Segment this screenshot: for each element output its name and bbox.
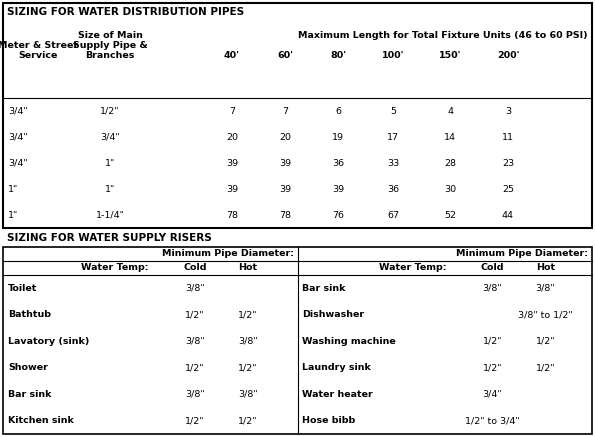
Text: 3/4": 3/4" (8, 107, 27, 115)
Text: 44: 44 (502, 211, 514, 219)
Text: 200': 200' (497, 51, 519, 59)
Text: 19: 19 (332, 132, 344, 142)
Text: 3/4": 3/4" (100, 132, 120, 142)
Text: Hot: Hot (536, 264, 555, 273)
Text: 1/2": 1/2" (238, 416, 258, 425)
Text: 1/2": 1/2" (185, 310, 205, 319)
Text: Water Temp:: Water Temp: (82, 264, 149, 273)
Text: 1": 1" (105, 159, 115, 167)
Text: 39: 39 (226, 184, 238, 194)
Text: 67: 67 (387, 211, 399, 219)
Bar (3, 3, 592, 228)
Text: 30: 30 (444, 184, 456, 194)
Text: Minimum Pipe Diameter:: Minimum Pipe Diameter: (456, 250, 588, 259)
Text: 40': 40' (224, 51, 240, 59)
Text: 3/4": 3/4" (8, 132, 27, 142)
Text: 1/2" to 3/4": 1/2" to 3/4" (465, 416, 520, 425)
Text: 39: 39 (332, 184, 344, 194)
Text: 1/2": 1/2" (185, 416, 205, 425)
Text: 7: 7 (229, 107, 235, 115)
Text: 60': 60' (277, 51, 293, 59)
Text: 1/2": 1/2" (536, 337, 555, 346)
Text: Branches: Branches (85, 51, 134, 59)
Text: Size of Main: Size of Main (77, 31, 142, 39)
Text: 36: 36 (387, 184, 399, 194)
Text: 3/8" to 1/2": 3/8" to 1/2" (518, 310, 573, 319)
Text: Bar sink: Bar sink (8, 390, 52, 399)
Text: 52: 52 (444, 211, 456, 219)
Text: 100': 100' (382, 51, 404, 59)
Text: 39: 39 (279, 159, 291, 167)
Text: 78: 78 (279, 211, 291, 219)
Text: 150': 150' (439, 51, 461, 59)
Text: 76: 76 (332, 211, 344, 219)
Text: 1": 1" (8, 184, 18, 194)
Text: Toilet: Toilet (8, 284, 37, 293)
Text: 80': 80' (330, 51, 346, 59)
Text: Laundry sink: Laundry sink (302, 363, 371, 372)
Text: Maximum Length for Total Fixture Units (46 to 60 PSI): Maximum Length for Total Fixture Units (… (298, 31, 588, 39)
Text: Dishwasher: Dishwasher (302, 310, 365, 319)
Text: 1": 1" (8, 211, 18, 219)
Text: 23: 23 (502, 159, 514, 167)
Text: 28: 28 (444, 159, 456, 167)
Text: 1/2": 1/2" (238, 363, 258, 372)
Text: 20: 20 (279, 132, 291, 142)
Text: 3: 3 (505, 107, 511, 115)
Text: 3/8": 3/8" (185, 284, 205, 293)
Text: Service: Service (18, 51, 58, 59)
Text: Minimum Pipe Diameter:: Minimum Pipe Diameter: (161, 250, 293, 259)
Text: 3/4": 3/4" (8, 159, 27, 167)
Text: 1/2": 1/2" (185, 363, 205, 372)
Text: Supply Pipe &: Supply Pipe & (73, 41, 148, 49)
Text: Cold: Cold (481, 264, 504, 273)
Text: 1/2": 1/2" (100, 107, 120, 115)
Text: Water heater: Water heater (302, 390, 373, 399)
Text: 7: 7 (282, 107, 288, 115)
Text: Bar sink: Bar sink (302, 284, 346, 293)
Text: 3/4": 3/4" (483, 390, 502, 399)
Text: 1": 1" (105, 184, 115, 194)
Bar (3, 247, 592, 434)
Text: 1/2": 1/2" (536, 363, 555, 372)
Text: 11: 11 (502, 132, 514, 142)
Text: 3/8": 3/8" (185, 337, 205, 346)
Text: Meter & Street: Meter & Street (0, 41, 78, 49)
Text: 3/8": 3/8" (483, 284, 502, 293)
Text: 3/8": 3/8" (536, 284, 555, 293)
Text: 1/2": 1/2" (483, 337, 502, 346)
Text: SIZING FOR WATER SUPPLY RISERS: SIZING FOR WATER SUPPLY RISERS (7, 233, 212, 243)
Text: Shower: Shower (8, 363, 48, 372)
Text: Lavatory (sink): Lavatory (sink) (8, 337, 89, 346)
Text: 1/2": 1/2" (238, 310, 258, 319)
Text: Cold: Cold (183, 264, 206, 273)
Text: 3/8": 3/8" (185, 390, 205, 399)
Text: 3/8": 3/8" (238, 390, 258, 399)
Text: 6: 6 (335, 107, 341, 115)
Text: 3/8": 3/8" (238, 337, 258, 346)
Text: Water Temp:: Water Temp: (379, 264, 446, 273)
Text: 25: 25 (502, 184, 514, 194)
Text: Hose bibb: Hose bibb (302, 416, 356, 425)
Text: 39: 39 (279, 184, 291, 194)
Text: 14: 14 (444, 132, 456, 142)
Text: 5: 5 (390, 107, 396, 115)
Text: SIZING FOR WATER DISTRIBUTION PIPES: SIZING FOR WATER DISTRIBUTION PIPES (7, 7, 244, 17)
Text: 39: 39 (226, 159, 238, 167)
Text: 78: 78 (226, 211, 238, 219)
Text: 36: 36 (332, 159, 344, 167)
Text: 1/2": 1/2" (483, 363, 502, 372)
Text: 33: 33 (387, 159, 399, 167)
Text: 20: 20 (226, 132, 238, 142)
Text: 1-1/4": 1-1/4" (96, 211, 124, 219)
Text: Hot: Hot (239, 264, 258, 273)
Text: 17: 17 (387, 132, 399, 142)
Text: Washing machine: Washing machine (302, 337, 396, 346)
Text: Kitchen sink: Kitchen sink (8, 416, 74, 425)
Text: 4: 4 (447, 107, 453, 115)
Text: Bathtub: Bathtub (8, 310, 51, 319)
